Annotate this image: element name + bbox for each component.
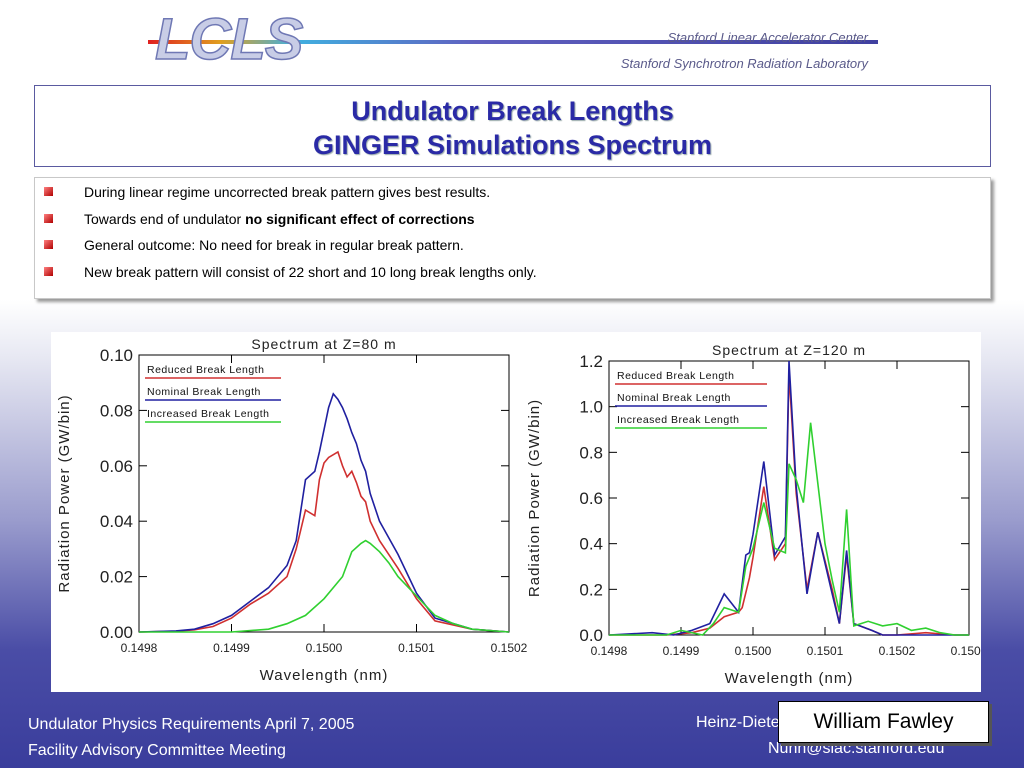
bullet-item: General outcome: No need for break in re… [35,232,990,259]
y-tick-label: 0.10 [100,346,133,365]
legend-label: Nominal Break Length [617,392,731,404]
y-tick-label: 0.6 [579,489,603,508]
y-tick-label: 0.0 [579,626,603,645]
footer-meeting: Facility Advisory Committee Meeting [28,742,286,759]
series-line [138,392,510,633]
chart-title: Spectrum at Z=80 m [251,336,396,352]
y-tick-label: 0.04 [100,512,133,531]
spectrum-charts: Spectrum at Z=80 m 0.00 0.02 0.04 0.06 0.08 0.… [56,336,981,687]
institution-slac: Stanford Linear Accelerator Center [667,30,868,45]
series-line [609,372,969,636]
legend-label: Reduced Break Length [147,364,264,376]
series-line [608,360,969,636]
title-line-1: Undulator Break Lengths [351,96,674,126]
logo-stripe [148,40,878,44]
x-axis-label: Wavelength (nm) [260,667,389,684]
bullet-text: New break pattern will consist of 22 sho… [84,263,537,280]
bullet-item: During linear regime uncorrected break p… [35,179,990,206]
footer-email: Nuhn@slac.stanford.edu [768,740,945,757]
y-tick-label: 0.4 [579,535,603,554]
x-tick-label: 0.1498 [591,644,628,658]
x-tick-label: 0.1501 [398,641,435,655]
institution-ssrl: Stanford Synchrotron Radiation Laborator… [620,56,868,71]
y-tick-label: 0.02 [100,568,133,587]
bullet-icon [44,213,53,223]
x-tick-label: 0.1499 [213,641,250,655]
x-tick-label: 0.1498 [121,641,158,655]
bullet-icon [44,187,53,196]
x-tick-label: 0.1501 [807,644,844,658]
bullet-list: During linear regime uncorrected break p… [34,177,991,299]
legend-label: Nominal Break Length [147,386,261,398]
bullet-bold-text: no significant effect of corrections [245,210,475,227]
bullet-item: Towards end of undulator no significant … [35,206,990,233]
lcls-logo: LCLS [154,6,304,73]
slide-title: Undulator Break Lengths GINGER Simulatio… [34,85,991,167]
bullet-icon [44,266,53,276]
bullet-text: During linear regime uncorrected break p… [84,184,491,200]
chart-title: Spectrum at Z=120 m [712,342,866,358]
legend-label: Reduced Break Length [617,370,734,382]
x-tick-label: 0.1500 [735,644,772,658]
spectrum-figure: Spectrum at Z=80 m 0.00 0.02 0.04 0.06 0.08 0.… [51,332,981,692]
legend-label: Increased Break Length [617,414,740,426]
x-tick-label: 0.1502 [879,644,916,658]
y-tick-label: 1.2 [579,352,603,371]
bullet-text: Towards end of undulator [84,210,246,227]
y-tick-label: 0.06 [100,457,133,476]
bullet-text: General outcome: No need for break in re… [84,237,464,253]
x-tick-label: 0.1500 [306,641,343,655]
footer-event: Undulator Physics Requirements April 7, … [28,716,355,733]
x-axis-label: Wavelength (nm) [725,670,854,687]
series-line [138,450,510,633]
x-tick-label: 0.1503 [951,644,981,658]
title-line-2: GINGER Simulations Spectrum [312,130,713,160]
legend-label: Increased Break Length [147,408,270,420]
series-line [139,539,510,633]
y-axis-label: Radiation Power (GW/bin) [56,394,73,592]
y-tick-label: 1.0 [579,398,603,417]
x-tick-label: 0.1499 [663,644,700,658]
x-tick-label: 0.1502 [491,641,528,655]
y-axis-label: Radiation Power (GW/bin) [526,399,543,597]
y-tick-label: 0.8 [579,443,603,462]
bullet-icon [44,240,53,249]
y-tick-label: 0.00 [100,623,133,642]
y-tick-label: 0.08 [100,401,133,420]
presenter-name-box: William Fawley [778,701,989,743]
y-tick-label: 0.2 [579,580,603,599]
series-line [609,422,969,636]
bullet-item: New break pattern will consist of 22 sho… [35,259,990,286]
header-banner: LCLS Stanford Linear Accelerator Center … [0,0,1024,78]
